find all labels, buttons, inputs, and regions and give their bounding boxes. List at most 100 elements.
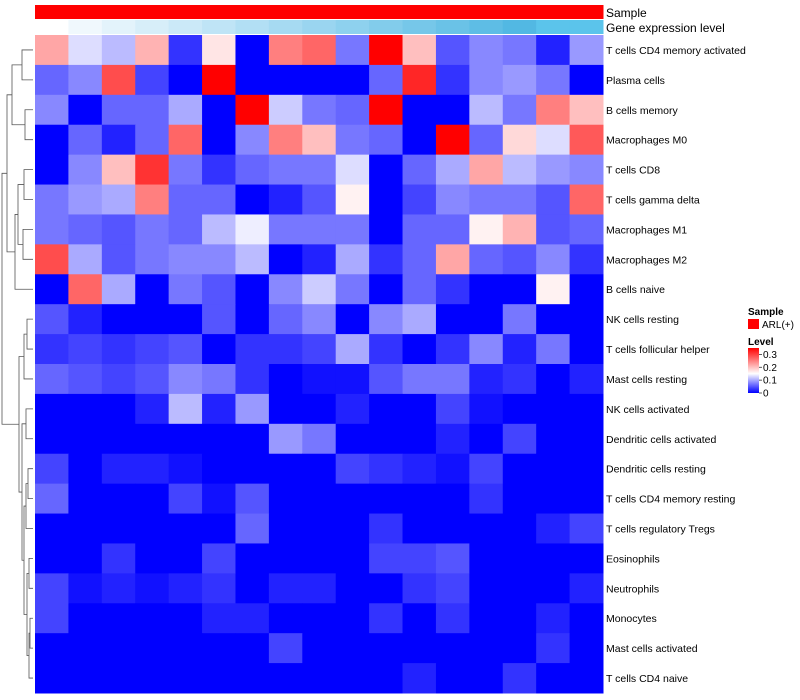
heatmap-cell — [469, 483, 504, 515]
heatmap-cell — [68, 423, 103, 455]
heatmap-cell — [101, 124, 136, 156]
row-label: T cells CD4 memory resting — [606, 494, 735, 506]
heatmap-cells — [35, 35, 604, 694]
heatmap-cell — [536, 513, 571, 544]
heatmap-cell — [268, 35, 303, 66]
heatmap-cell — [68, 393, 103, 425]
heatmap-cell — [435, 184, 470, 215]
heatmap-cell — [435, 64, 470, 96]
heatmap-cell — [135, 124, 170, 156]
heatmap-cell — [435, 244, 470, 275]
heatmap-cell — [135, 274, 170, 305]
heatmap-cell — [369, 573, 404, 604]
annotation-sample-cell — [369, 5, 404, 19]
heatmap-cell — [402, 543, 437, 574]
row-label: T cells CD4 naive — [606, 673, 688, 685]
heatmap-cell — [369, 154, 404, 186]
annotation-expression-cell — [469, 20, 504, 34]
heatmap-cell — [536, 573, 571, 604]
heatmap-cell — [35, 453, 69, 485]
heatmap-cell — [569, 154, 604, 186]
heatmap-cell — [135, 94, 170, 126]
heatmap-cell — [135, 64, 170, 96]
heatmap-cell — [402, 184, 437, 215]
row-label: T cells regulatory Tregs — [606, 524, 715, 536]
heatmap-cell — [402, 573, 437, 604]
heatmap-cell — [369, 543, 404, 574]
heatmap-cell — [235, 513, 270, 544]
heatmap-cell — [302, 364, 337, 395]
heatmap-cell — [335, 663, 370, 694]
heatmap-cell — [435, 334, 470, 365]
dendrogram-branch — [23, 169, 33, 200]
heatmap-cell — [369, 364, 404, 395]
heatmap-cell — [502, 35, 537, 66]
heatmap-cell — [235, 274, 270, 305]
heatmap-cell — [68, 304, 103, 335]
heatmap-cell — [235, 154, 270, 186]
heatmap-cell — [469, 573, 504, 604]
heatmap-cell — [369, 393, 404, 425]
annotation-label-sample: Sample — [606, 6, 647, 20]
heatmap-cell — [435, 453, 470, 485]
heatmap-cell — [435, 304, 470, 335]
heatmap-cell — [168, 274, 203, 305]
heatmap-cell — [302, 214, 337, 245]
heatmap-cell — [536, 64, 571, 96]
heatmap-cell — [402, 214, 437, 245]
heatmap-cell — [369, 274, 404, 305]
annotation-sample-cell — [402, 5, 437, 19]
heatmap-cell — [168, 364, 203, 395]
heatmap-cell — [435, 423, 470, 455]
heatmap-cell — [235, 35, 270, 66]
heatmap-cell — [135, 423, 170, 455]
heatmap-cell — [469, 364, 504, 395]
heatmap-cell — [335, 184, 370, 215]
heatmap-cell — [536, 304, 571, 335]
heatmap-cell — [402, 64, 437, 96]
heatmap-cell — [435, 573, 470, 604]
dendrogram-branch — [21, 49, 33, 81]
heatmap-cell — [335, 64, 370, 96]
annotation-expression-cell — [268, 20, 303, 34]
heatmap-cell — [268, 423, 303, 455]
dendrogram-branch — [6, 94, 15, 253]
heatmap-cell — [202, 483, 236, 515]
dendrogram-branch — [25, 408, 33, 440]
dendrogram-branch — [23, 505, 27, 615]
heatmap-cell — [268, 124, 303, 156]
heatmap-cell — [68, 633, 103, 664]
heatmap-cell — [68, 513, 103, 544]
heatmap-cell — [168, 124, 203, 156]
heatmap-cell — [469, 453, 504, 485]
row-label: Dendritic cells resting — [606, 464, 706, 476]
heatmap-cell — [435, 633, 470, 664]
annotation-sample-cell — [68, 5, 103, 19]
heatmap-cell — [536, 633, 571, 664]
dendrogram-branch — [11, 64, 25, 126]
heatmap-cell — [335, 513, 370, 544]
heatmap-cell — [302, 633, 337, 664]
heatmap-cell — [68, 214, 103, 245]
heatmap-cell — [235, 364, 270, 395]
heatmap-cell — [268, 364, 303, 395]
heatmap-cell — [569, 304, 604, 335]
heatmap-cell — [235, 423, 270, 455]
heatmap-cell — [435, 543, 470, 574]
row-label: NK cells activated — [606, 404, 690, 416]
dendrogram-branch — [23, 333, 33, 380]
heatmap-cell — [168, 513, 203, 544]
heatmap-cell — [402, 453, 437, 485]
heatmap-cell — [502, 334, 537, 365]
heatmap-cell — [369, 214, 404, 245]
annotation-sample-cell — [268, 5, 303, 19]
row-labels: T cells CD4 memory activated Plasma cells… — [606, 45, 746, 685]
heatmap-cell — [235, 334, 270, 365]
heatmap-cell — [168, 453, 203, 485]
heatmap-cell — [68, 453, 103, 485]
heatmap-cell — [101, 184, 136, 215]
heatmap-cell — [202, 214, 236, 245]
heatmap-cell — [168, 35, 203, 66]
heatmap-cell — [135, 154, 170, 186]
